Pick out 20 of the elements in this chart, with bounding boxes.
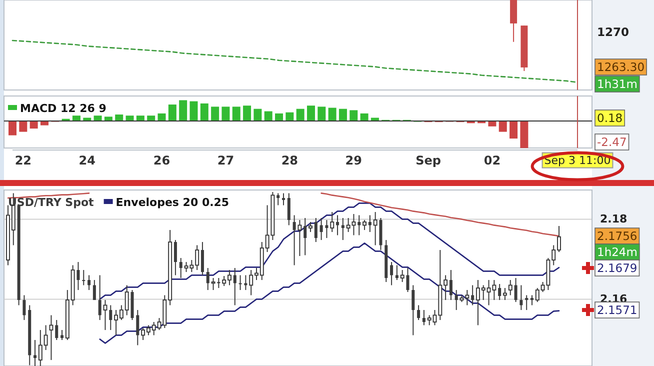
legend-label: Envelopes 20 0.25 [116, 196, 230, 209]
x-tick-label: 26 [153, 154, 170, 168]
text: 1263.30 [597, 60, 645, 74]
text: 1270 [597, 25, 630, 39]
text: 2.1571 [597, 303, 638, 317]
x-tick-label: 29 [345, 154, 362, 168]
x-tick-label: 27 [217, 154, 234, 168]
text: 0.18 [597, 111, 623, 125]
x-tick-label: Sep [416, 154, 442, 168]
x-tick-label: 22 [14, 154, 32, 168]
text: 2.1756 [597, 229, 638, 243]
text: 1h24m [597, 245, 638, 259]
text: -2.47 [597, 135, 627, 149]
y-tick-label: 2.18 [600, 212, 628, 226]
legend-label: MACD 12 26 9 [20, 102, 106, 115]
x-tick-label: 28 [281, 154, 298, 168]
text: 1h31m [597, 77, 638, 91]
x-tick-label: 02 [484, 154, 501, 168]
x-tick-label: 24 [78, 154, 96, 168]
text: 2.1679 [597, 261, 638, 275]
